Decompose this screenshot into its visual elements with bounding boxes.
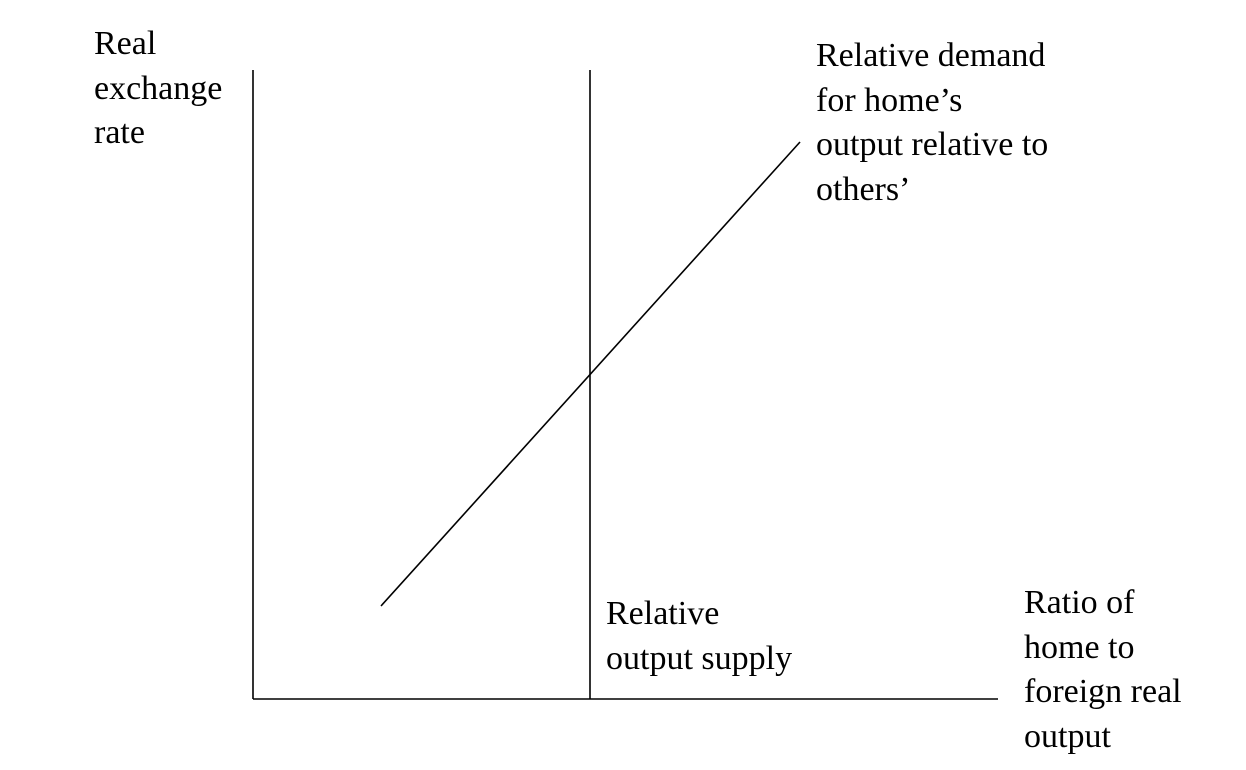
demand-curve-label-line: for home’s bbox=[816, 81, 963, 119]
supply-curve-label-line: output supply bbox=[606, 639, 793, 677]
x-axis-label-line: Ratio of bbox=[1024, 584, 1135, 621]
y-axis-label-line: Real bbox=[94, 25, 157, 62]
demand-curve-label-line: others’ bbox=[816, 170, 911, 208]
demand-curve-label-line: Relative demand bbox=[816, 37, 1046, 74]
y-axis-label-line: rate bbox=[94, 114, 145, 151]
y-axis-label: Real exchange rate bbox=[94, 22, 222, 156]
relative-demand-curve bbox=[380, 141, 801, 607]
x-axis-label-line: output bbox=[1024, 717, 1111, 755]
demand-curve-label-line: output relative to bbox=[816, 126, 1049, 163]
y-axis-label-line: exchange bbox=[94, 69, 223, 107]
x-axis-label-line: foreign real bbox=[1024, 673, 1182, 710]
demand-curve-label: Relative demand for home’s output relati… bbox=[816, 34, 1048, 212]
x-axis-label: Ratio of home to foreign real output bbox=[1024, 581, 1182, 759]
supply-curve-label-line: Relative bbox=[606, 595, 720, 632]
supply-curve-label: Relative output supply bbox=[606, 592, 792, 681]
x-axis-label-line: home to bbox=[1024, 628, 1135, 666]
